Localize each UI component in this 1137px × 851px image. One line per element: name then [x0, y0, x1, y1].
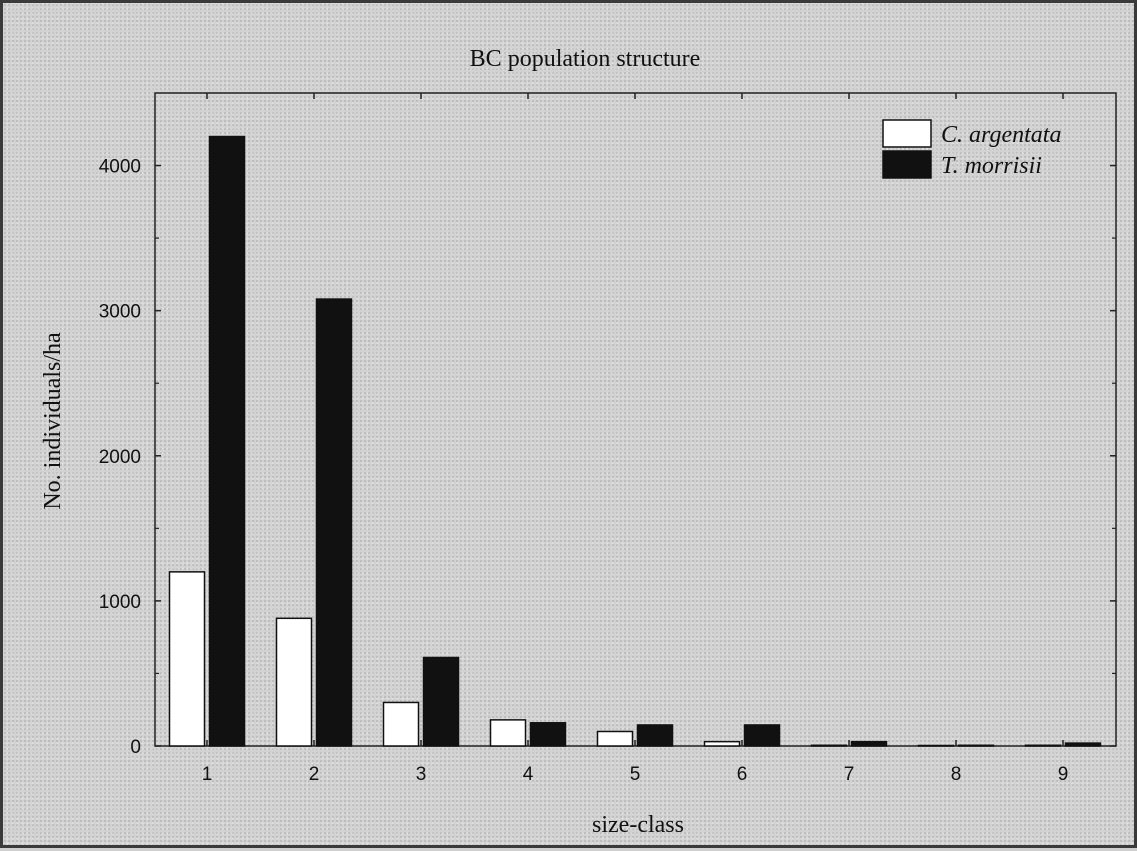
x-tick-label: 7 [844, 764, 855, 785]
x-tick-label: 3 [416, 764, 427, 785]
legend-label: C. argentata [941, 122, 1061, 148]
x-axis-label: size-class [592, 812, 684, 838]
x-tick-label: 8 [951, 764, 962, 785]
bar-cargentata-class-6 [703, 740, 741, 747]
bar-cargentata-class-7 [810, 744, 848, 747]
chart-title: BC population structure [470, 46, 701, 72]
bar-tmorrisii-class-5 [636, 724, 674, 747]
x-tick-label: 4 [523, 764, 534, 785]
bar-chart: BC population structure No. individuals/… [40, 46, 1117, 838]
legend-swatch [882, 119, 932, 148]
bar-tmorrisii-class-7 [850, 740, 888, 747]
bar-cargentata-class-5 [596, 730, 634, 747]
legend: C. argentata T. morrisii [882, 119, 1061, 179]
bar-tmorrisii-class-4 [529, 722, 567, 747]
y-tick-label: 3000 [99, 302, 141, 323]
bar-cargentata-class-9 [1024, 744, 1062, 747]
x-axis-ticks: 1 2 3 4 5 6 7 8 9 [202, 93, 1069, 785]
legend-label: T. morrisii [941, 153, 1042, 179]
bar-tmorrisii-class-3 [422, 656, 460, 747]
y-tick-label: 0 [130, 737, 141, 758]
bar-cargentata-class-2 [275, 617, 313, 747]
y-axis-ticks: 0 1000 2000 3000 4000 [99, 157, 1116, 758]
x-tick-label: 2 [309, 764, 320, 785]
x-tick-label: 6 [737, 764, 748, 785]
bar-tmorrisii-class-1 [208, 135, 246, 747]
bar-tmorrisii-class-2 [315, 298, 353, 747]
x-tick-label: 9 [1058, 764, 1069, 785]
x-tick-label: 1 [202, 764, 213, 785]
bar-tmorrisii-class-6 [743, 724, 781, 747]
y-tick-label: 2000 [99, 447, 141, 468]
bar-cargentata-class-8 [917, 744, 955, 747]
y-axis-label: No. individuals/ha [40, 332, 66, 510]
y-tick-label: 1000 [99, 592, 141, 613]
bar-cargentata-class-3 [382, 701, 420, 747]
bar-tmorrisii-class-8 [957, 744, 995, 747]
x-tick-label: 5 [630, 764, 641, 785]
bar-cargentata-class-4 [489, 719, 527, 747]
bar-tmorrisii-class-9 [1064, 742, 1102, 747]
bars-group [168, 135, 1102, 747]
legend-swatch [882, 150, 932, 179]
y-tick-label: 4000 [99, 157, 141, 178]
bar-cargentata-class-1 [168, 571, 206, 747]
